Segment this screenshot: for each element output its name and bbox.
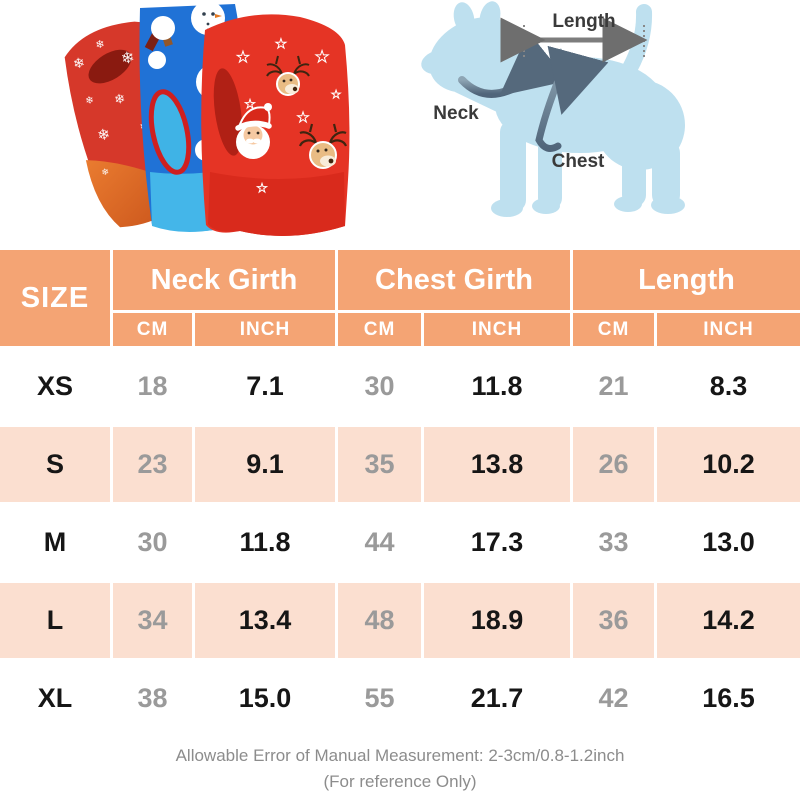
s-chest-cm: 35 — [338, 427, 421, 502]
length-inch-header: INCH — [657, 313, 800, 346]
star-icon: ★ — [236, 48, 249, 66]
measurement-error-note: Allowable Error of Manual Measurement: 2… — [175, 746, 625, 765]
size-label-xl: XL — [0, 661, 110, 736]
chest-cm-header: CM — [338, 313, 421, 346]
xl-chest-inch: 21.7 — [424, 661, 570, 736]
s-neck-cm: 23 — [113, 427, 192, 502]
m-length-inch: 13.0 — [657, 505, 800, 580]
xl-neck-inch: 15.0 — [195, 661, 335, 736]
vests-illustration: ❄ ❄ ❄ ❄ ❄ ❄ ❄ ❄ ❄ ❄ ❄ ❄ — [64, 1, 350, 236]
snowflake-icon: ❄ — [101, 167, 110, 178]
reference-note: (For reference Only) — [323, 772, 477, 791]
xs-length-inch: 8.3 — [657, 349, 800, 424]
size-table: SIZE Neck Girth Chest Girth Length CM IN… — [0, 250, 800, 736]
size-label-l: L — [0, 583, 110, 658]
neck-inch-header: INCH — [195, 313, 335, 346]
l-length-inch: 14.2 — [657, 583, 800, 658]
xs-chest-inch: 11.8 — [424, 349, 570, 424]
snowflake-icon: ❄ — [113, 91, 126, 108]
chest-girth-header: Chest Girth — [338, 250, 570, 310]
snowflake-icon: ❄ — [85, 95, 95, 107]
s-length-inch: 10.2 — [657, 427, 800, 502]
santa-motif — [235, 103, 272, 159]
neck-girth-header: Neck Girth — [113, 250, 335, 310]
size-label-m: M — [0, 505, 110, 580]
snowflake-icon: ❄ — [96, 125, 112, 145]
l-chest-cm: 48 — [338, 583, 421, 658]
vest-red-santa: ★ ★ ★ ★ ★ ★ ★ — [201, 14, 350, 236]
snowflake-icon: ❄ — [94, 37, 105, 51]
length-label: Length — [552, 11, 615, 32]
reindeer-motif — [298, 123, 348, 169]
xl-length-cm: 42 — [573, 661, 654, 736]
size-label-s: S — [0, 427, 110, 502]
s-chest-inch: 13.8 — [424, 427, 570, 502]
snowflake-icon: ❄ — [120, 47, 137, 68]
reindeer-motif — [266, 55, 310, 96]
m-chest-inch: 17.3 — [424, 505, 570, 580]
product-photo: ❄ ❄ ❄ ❄ ❄ ❄ ❄ ❄ ❄ ❄ ❄ ❄ — [0, 0, 400, 250]
xs-neck-cm: 18 — [113, 349, 192, 424]
s-neck-inch: 9.1 — [195, 427, 335, 502]
chest-label: Chest — [552, 151, 605, 172]
neck-cm-header: CM — [113, 313, 192, 346]
xl-chest-cm: 55 — [338, 661, 421, 736]
l-length-cm: 36 — [573, 583, 654, 658]
size-column-header: SIZE — [0, 250, 110, 346]
xs-neck-inch: 7.1 — [195, 349, 335, 424]
xl-length-inch: 16.5 — [657, 661, 800, 736]
m-chest-cm: 44 — [338, 505, 421, 580]
dog-diagram: Length Neck Chest — [421, 1, 685, 217]
xs-length-cm: 21 — [573, 349, 654, 424]
footer-notes: Allowable Error of Manual Measurement: 2… — [0, 743, 800, 795]
measurement-diagram: Length Neck Chest — [400, 0, 800, 250]
m-neck-cm: 30 — [113, 505, 192, 580]
star-icon: ★ — [297, 110, 310, 126]
chest-inch-header: INCH — [424, 313, 570, 346]
l-neck-cm: 34 — [113, 583, 192, 658]
l-chest-inch: 18.9 — [424, 583, 570, 658]
star-icon: ★ — [275, 37, 287, 52]
length-header: Length — [573, 250, 800, 310]
s-length-cm: 26 — [573, 427, 654, 502]
length-cm-header: CM — [573, 313, 654, 346]
star-icon: ★ — [315, 47, 329, 66]
m-neck-inch: 11.8 — [195, 505, 335, 580]
xl-neck-cm: 38 — [113, 661, 192, 736]
star-icon: ★ — [331, 88, 341, 101]
star-icon: ★ — [257, 181, 268, 195]
m-length-cm: 33 — [573, 505, 654, 580]
neck-label: Neck — [433, 103, 479, 124]
l-neck-inch: 13.4 — [195, 583, 335, 658]
star-icon: ★ — [245, 97, 256, 111]
size-label-xs: XS — [0, 349, 110, 424]
xs-chest-cm: 30 — [338, 349, 421, 424]
snowflake-icon: ❄ — [72, 55, 86, 73]
